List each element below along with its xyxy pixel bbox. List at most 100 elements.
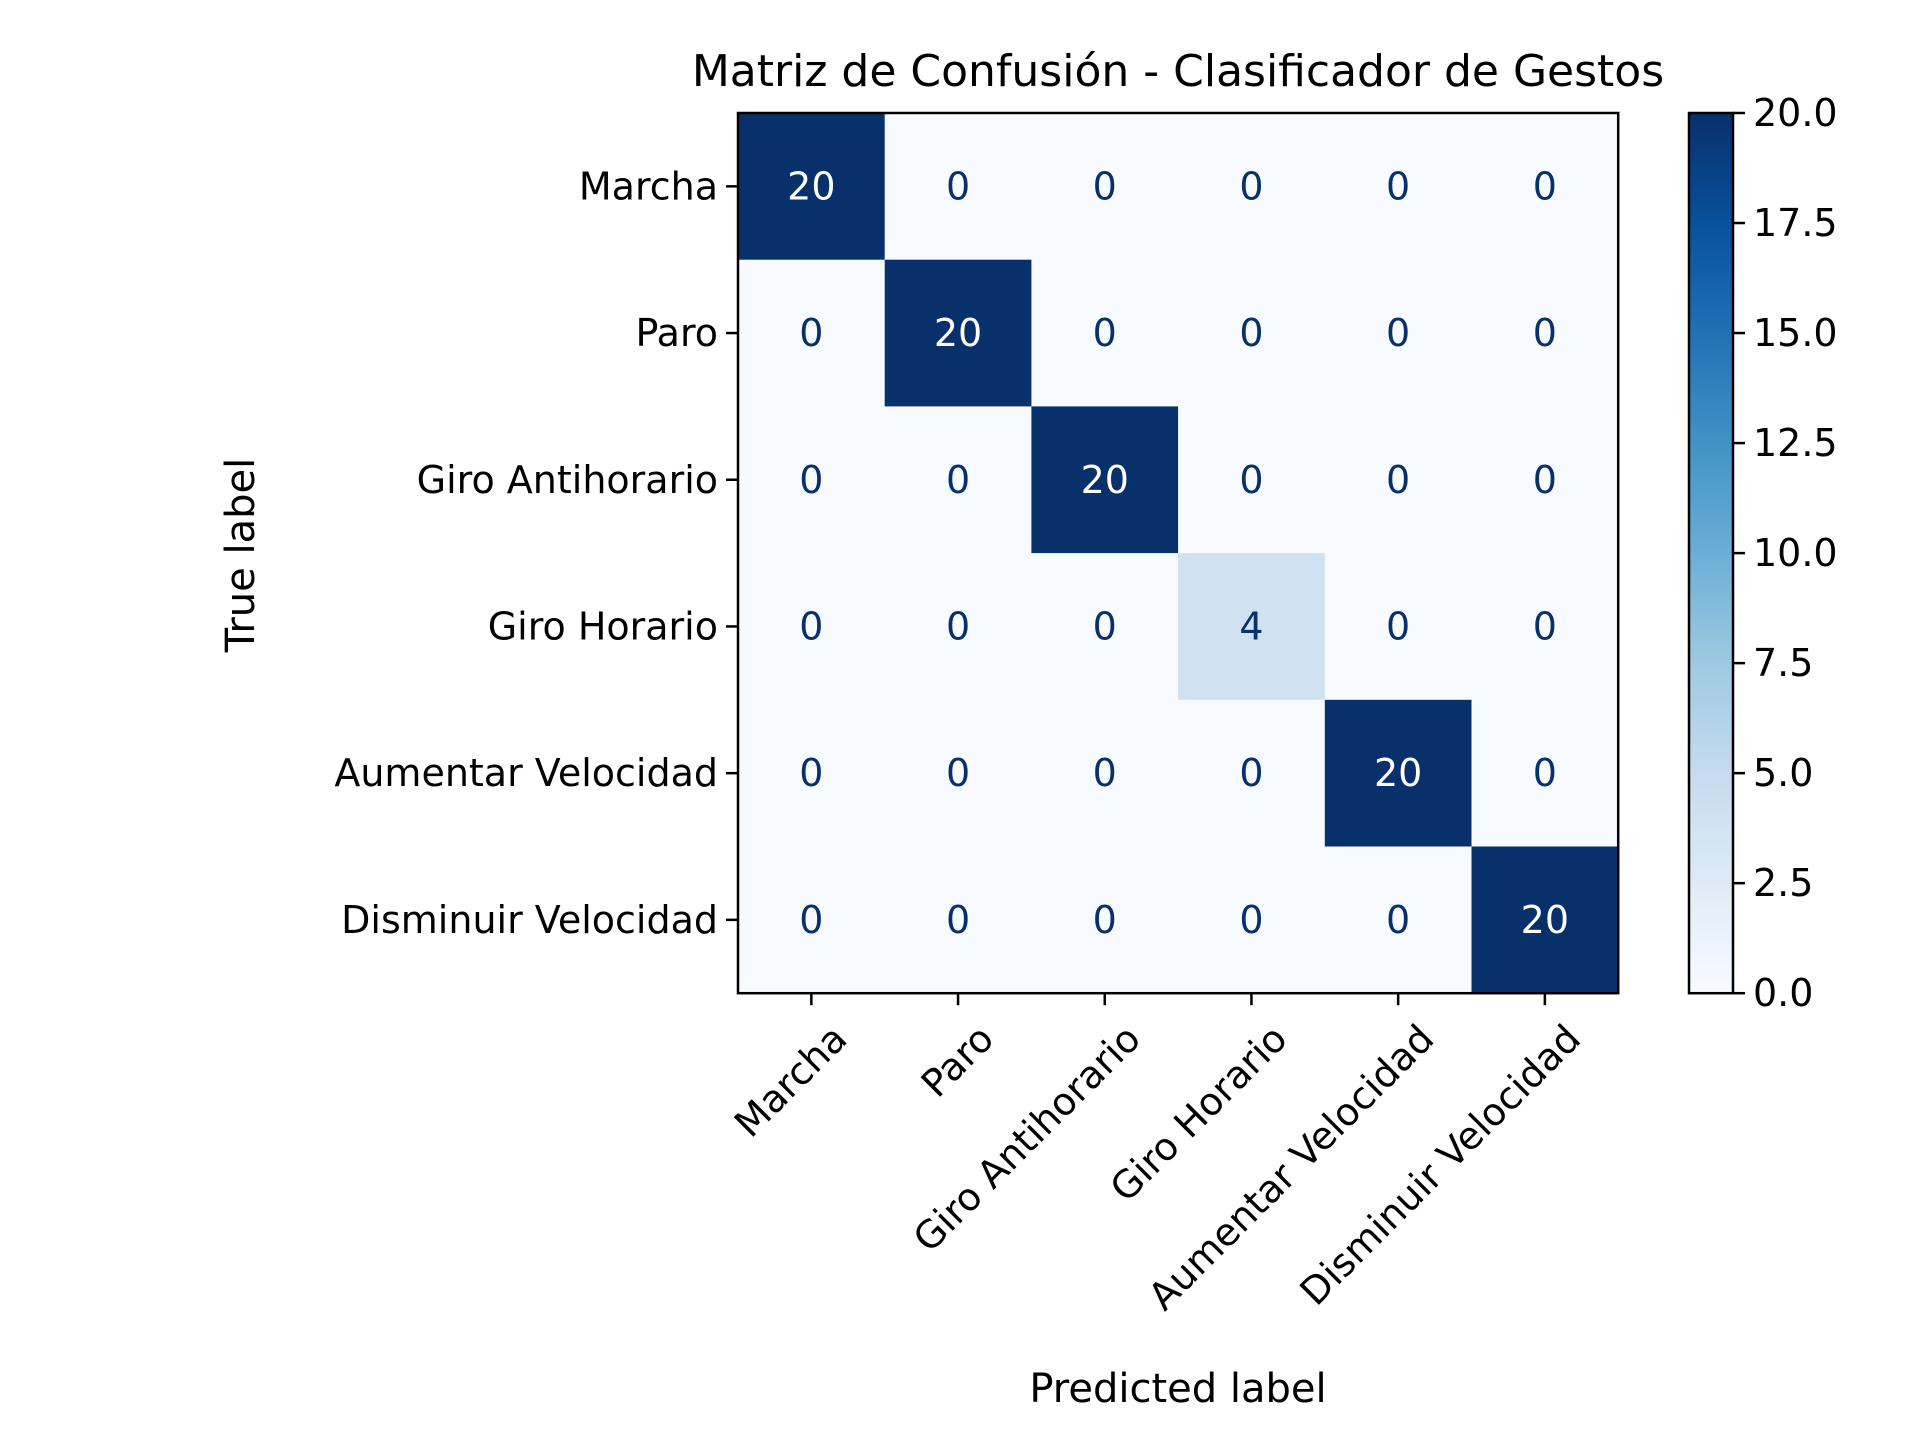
cell-value-label: 0 xyxy=(1386,898,1410,942)
matrix-cells xyxy=(736,111,1620,995)
cell-value-label: 20 xyxy=(934,311,982,355)
matrix-cell xyxy=(1324,553,1473,701)
cell-value-label: 0 xyxy=(799,311,823,355)
cell-value-label: 0 xyxy=(1093,604,1117,648)
cell-value-label: 0 xyxy=(946,164,970,208)
cell-value-label: 20 xyxy=(1374,751,1422,795)
cell-value-label: 20 xyxy=(787,164,835,208)
matrix-cell xyxy=(1471,699,1619,848)
cell-value-label: 0 xyxy=(1093,751,1117,795)
x-tick-label: Marcha xyxy=(726,1016,855,1145)
matrix-cell xyxy=(1471,259,1619,407)
matrix-cell xyxy=(1031,846,1179,994)
matrix-cell xyxy=(1178,699,1326,848)
matrix-cell xyxy=(1031,406,1179,554)
matrix-cell xyxy=(738,259,886,407)
matrix-cell xyxy=(1178,553,1326,701)
matrix-cell xyxy=(738,846,886,994)
matrix-cell xyxy=(1178,113,1326,261)
y-tick-label: Marcha xyxy=(579,164,718,208)
cell-value-label: 0 xyxy=(946,751,970,795)
matrix-cell xyxy=(1324,699,1473,848)
cell-value-label: 0 xyxy=(1239,458,1263,502)
colorbar-gradient xyxy=(1689,113,1733,994)
colorbar-tick-label: 17.5 xyxy=(1753,201,1838,245)
cell-value-label: 0 xyxy=(799,898,823,942)
cell-value-label: 0 xyxy=(1533,751,1557,795)
y-tick-label: Giro Antihorario xyxy=(417,458,718,502)
matrix-cell xyxy=(884,113,1032,261)
x-tick-label: Aumentar Velocidad xyxy=(1140,1016,1442,1318)
matrix-cell xyxy=(1324,113,1473,261)
matrix-cell-labels: 20 0 0 0 0 0 0 20 0 0 0 0 0 0 20 0 0 0 0 0 0 4 0 0 0 0 0 0 20 0 0 0 0 0 0 2… xyxy=(787,164,1569,942)
cell-value-label: 0 xyxy=(1533,164,1557,208)
cell-value-label: 20 xyxy=(1081,458,1129,502)
cell-value-label: 0 xyxy=(1093,898,1117,942)
cell-value-label: 0 xyxy=(799,458,823,502)
cell-value-label: 0 xyxy=(1533,604,1557,648)
cell-value-label: 0 xyxy=(1239,311,1263,355)
cell-value-label: 4 xyxy=(1239,604,1263,648)
cell-value-label: 0 xyxy=(1386,458,1410,502)
colorbar-tick-label: 2.5 xyxy=(1753,861,1813,905)
matrix-cell xyxy=(1178,406,1326,554)
cell-value-label: 0 xyxy=(1386,604,1410,648)
x-axis-label: Predicted label xyxy=(1029,1366,1326,1412)
x-tick-label: Disminuir Velocidad xyxy=(1291,1016,1589,1314)
matrix-cell xyxy=(1324,846,1473,994)
matrix-cell xyxy=(1031,259,1179,407)
cell-value-label: 0 xyxy=(1239,751,1263,795)
cell-value-label: 0 xyxy=(1533,311,1557,355)
matrix-cell xyxy=(1471,846,1619,994)
colorbar-tick-label: 0.0 xyxy=(1753,971,1813,1015)
y-axis-ticks: Marcha Paro Giro Antihorario Giro Horario Au… xyxy=(334,164,738,942)
matrix-cell xyxy=(884,699,1032,848)
y-tick-label: Disminuir Velocidad xyxy=(341,898,718,942)
matrix-cell xyxy=(1324,259,1473,407)
matrix-cell xyxy=(1031,553,1179,701)
colorbar-tick-label: 7.5 xyxy=(1753,641,1813,685)
cell-value-label: 0 xyxy=(1386,311,1410,355)
cell-value-label: 0 xyxy=(1386,164,1410,208)
cell-value-label: 0 xyxy=(799,751,823,795)
matrix-cell xyxy=(884,259,1032,407)
colorbar-tick-label: 12.5 xyxy=(1753,421,1838,465)
matrix-cell xyxy=(1178,259,1326,407)
y-tick-label: Aumentar Velocidad xyxy=(334,751,718,795)
cell-value-label: 0 xyxy=(1239,898,1263,942)
chart-title: Matriz de Confusión - Clasificador de Ge… xyxy=(692,46,1664,97)
matrix-cell xyxy=(884,846,1032,994)
cell-value-label: 0 xyxy=(1093,164,1117,208)
matrix-cell xyxy=(884,406,1032,554)
cell-value-label: 0 xyxy=(1533,458,1557,502)
colorbar-tick-label: 15.0 xyxy=(1753,311,1838,355)
matrix-cell xyxy=(1178,846,1326,994)
matrix-cell xyxy=(884,553,1032,701)
cell-value-label: 0 xyxy=(1093,311,1117,355)
colorbar: 0.0 2.5 5.0 7.5 10.0 12.5 15.0 17.5 20.0 xyxy=(1687,91,1838,1015)
cell-value-label: 0 xyxy=(946,604,970,648)
colorbar-tick-label: 5.0 xyxy=(1753,751,1813,795)
plot-frame xyxy=(736,111,1620,995)
colorbar-tick-label: 20.0 xyxy=(1753,91,1838,135)
matrix-cell xyxy=(1031,113,1179,261)
cell-value-label: 0 xyxy=(799,604,823,648)
y-tick-label: Paro xyxy=(635,311,718,355)
matrix-cell xyxy=(1471,113,1619,261)
cell-value-label: 0 xyxy=(946,458,970,502)
matrix-cell xyxy=(738,113,886,261)
cell-value-label: 0 xyxy=(946,898,970,942)
matrix-cell xyxy=(738,553,886,701)
cell-value-label: 0 xyxy=(1239,164,1263,208)
y-axis-label: True label xyxy=(218,458,264,653)
matrix-cell xyxy=(738,699,886,848)
cell-value-label: 20 xyxy=(1521,898,1569,942)
matrix-cell xyxy=(1324,406,1473,554)
matrix-cell xyxy=(1471,553,1619,701)
x-tick-label: Paro xyxy=(913,1016,1002,1105)
y-tick-label: Giro Horario xyxy=(488,604,718,648)
matrix-cell xyxy=(1471,406,1619,554)
